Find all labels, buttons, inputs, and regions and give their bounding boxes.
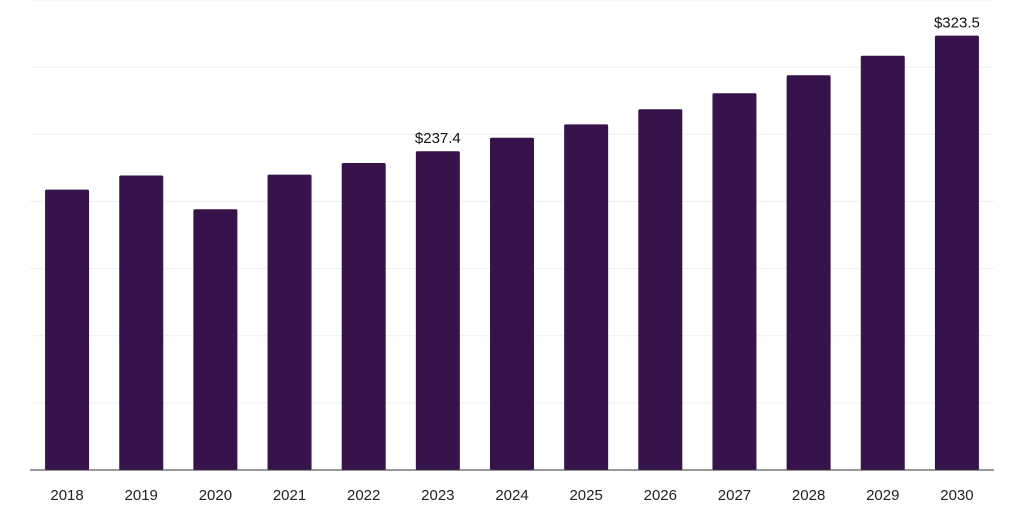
x-tick-label: 2019 [125, 487, 158, 504]
x-tick-label: 2028 [792, 487, 825, 504]
data-labels: $237.4 $323.5 [415, 15, 980, 148]
bars [45, 35, 979, 471]
bar-2030 [934, 35, 979, 470]
x-tick-label: 2023 [421, 487, 454, 504]
bar-2023 [415, 151, 460, 470]
x-tick-label: 2018 [50, 487, 83, 504]
data-label-2023: $237.4 [415, 130, 461, 147]
x-tick-label: 2027 [718, 487, 751, 504]
x-tick-label: 2021 [273, 487, 306, 504]
bar-2018 [45, 189, 90, 470]
bar-2026 [638, 109, 683, 471]
x-tick-label: 2020 [199, 487, 232, 504]
bar-2027 [712, 93, 757, 471]
x-tick-label: 2026 [644, 487, 677, 504]
x-tick-label: 2029 [866, 487, 899, 504]
bar-2021 [267, 174, 312, 471]
bar-2028 [786, 75, 831, 470]
bar-2019 [119, 175, 164, 471]
bar-2024 [490, 137, 534, 470]
bar-2025 [564, 124, 609, 470]
x-tick-label: 2025 [569, 487, 602, 504]
bar-2020 [193, 209, 238, 470]
bar-2022 [341, 163, 386, 470]
x-tick-label: 2024 [495, 487, 528, 504]
x-tick-label: 2030 [940, 487, 973, 504]
x-tick-label: 2022 [347, 487, 380, 504]
bar-2029 [860, 55, 905, 470]
data-label-2030: $323.5 [934, 15, 980, 32]
x-axis-ticks: 2018 2019 2020 2021 2022 2023 2024 2025 2026 2027… [50, 487, 973, 504]
